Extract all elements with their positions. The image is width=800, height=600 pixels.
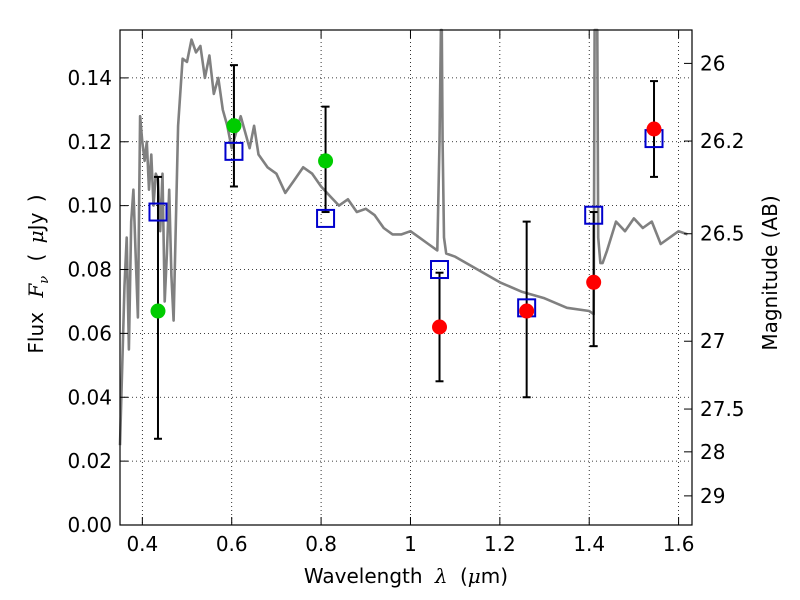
y2-tick-label: 28 — [700, 440, 725, 464]
y2-tick-label: 26.5 — [700, 222, 745, 246]
y-tick-label: 0.12 — [67, 130, 112, 154]
x-axis-ticks: 0.4 0.6 0.8 1 1.2 1.4 1.6 — [126, 30, 695, 556]
y-tick-label: 0.08 — [67, 258, 112, 282]
y2-tick-label: 29 — [700, 484, 725, 508]
model-photometry-square — [316, 208, 336, 228]
y-tick-label: 0.10 — [67, 194, 112, 218]
x-tick-label: 1.4 — [573, 532, 605, 556]
y2-axis-ticks: 26 26.2 26.5 27 27.5 28 29 — [684, 51, 745, 508]
observed-points — [150, 118, 662, 335]
y-tick-label: 0.02 — [67, 449, 112, 473]
x-tick-label: 1.6 — [663, 532, 695, 556]
y2-tick-label: 27 — [700, 329, 725, 353]
x-tick-label: 1.2 — [484, 532, 516, 556]
x-tick-label: 1 — [404, 532, 417, 556]
x-tick-label: 0.6 — [216, 532, 248, 556]
y-tick-label: 0.14 — [67, 66, 112, 90]
red-data-point — [519, 303, 535, 319]
model-photometry-square — [148, 202, 168, 222]
green-data-point — [150, 303, 166, 319]
y2-tick-label: 26.2 — [700, 129, 745, 153]
model-spectrum-line — [118, 28, 688, 446]
plot-frame — [119, 29, 693, 526]
red-data-point — [432, 319, 448, 335]
y-tick-label: 0.06 — [67, 321, 112, 345]
y2-tick-label: 27.5 — [700, 397, 745, 421]
model-photometry-square — [584, 205, 604, 225]
grid — [120, 30, 692, 525]
y-axis-ticks: 0.00 0.02 0.04 0.06 0.08 0.10 0.12 0.14 — [67, 66, 128, 537]
green-data-point — [226, 118, 242, 134]
x-tick-label: 0.4 — [126, 532, 158, 556]
red-data-point — [646, 121, 662, 137]
green-data-point — [318, 153, 334, 169]
red-data-point — [586, 274, 602, 290]
y2-tick-label: 26 — [700, 51, 725, 75]
y-axis-label: Flux Fν ( μJy ) — [24, 194, 53, 353]
x-tick-label: 0.8 — [305, 532, 337, 556]
model-spectrum — [118, 28, 688, 446]
x-axis-label: Wavelength λ (μm) — [304, 564, 508, 588]
model-photometry-square — [430, 260, 450, 280]
y2-axis-label: Magnitude (AB) — [758, 195, 782, 350]
model-photometry-square — [224, 141, 244, 161]
model-photometry-squares — [148, 129, 664, 318]
y-tick-label: 0.00 — [67, 513, 112, 537]
y-tick-label: 0.04 — [67, 385, 112, 409]
